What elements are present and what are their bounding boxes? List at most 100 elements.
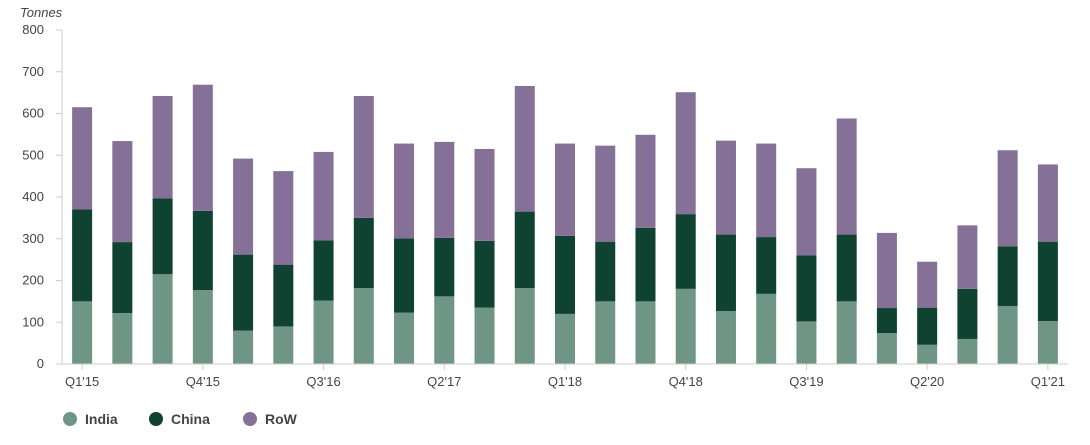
bar-segment-china bbox=[1037, 241, 1058, 321]
x-tick-label: Q2'17 bbox=[427, 374, 461, 389]
legend-swatch-china bbox=[149, 412, 163, 426]
y-tick-label: 300 bbox=[22, 231, 44, 246]
bar-segment-india bbox=[675, 288, 696, 364]
bar-segment-china bbox=[434, 237, 455, 297]
bar-segment-china bbox=[273, 264, 294, 327]
bar-segment-china bbox=[917, 307, 938, 345]
x-tick-label: Q1'21 bbox=[1031, 374, 1065, 389]
bar-segment-india bbox=[957, 338, 978, 364]
legend-label-india: India bbox=[85, 411, 118, 427]
bar-segment-india bbox=[313, 300, 334, 364]
bar-segment-india bbox=[474, 307, 495, 364]
bar-segment-row bbox=[836, 118, 857, 235]
bar-segment-china bbox=[152, 198, 173, 275]
bar-segment-row bbox=[595, 145, 616, 242]
x-tick-label: Q1'18 bbox=[548, 374, 582, 389]
bar-segment-china bbox=[72, 209, 93, 302]
bar-segment-china bbox=[233, 254, 254, 331]
bar-segment-india bbox=[514, 288, 535, 364]
bar-segment-row bbox=[997, 150, 1018, 247]
bar-segment-china bbox=[635, 227, 656, 302]
bar-segment-row bbox=[394, 143, 415, 239]
bar-segment-china bbox=[997, 246, 1018, 306]
bar-segment-india bbox=[997, 305, 1018, 364]
x-tick-label: Q4'18 bbox=[669, 374, 703, 389]
legend-swatch-row bbox=[243, 412, 257, 426]
bar-segment-china bbox=[394, 238, 415, 313]
bar-segment-india bbox=[233, 330, 254, 364]
bar-segment-china bbox=[836, 234, 857, 302]
bar-segment-china bbox=[474, 240, 495, 308]
bar-segment-india bbox=[152, 274, 173, 364]
bar-segment-india bbox=[635, 301, 656, 364]
bar-segment-india bbox=[595, 301, 616, 364]
y-tick-label: 400 bbox=[22, 189, 44, 204]
bar-segment-row bbox=[353, 95, 374, 218]
y-tick-label: 600 bbox=[22, 106, 44, 121]
y-tick-label: 100 bbox=[22, 314, 44, 329]
bar-segment-india bbox=[555, 313, 575, 364]
bar-segment-india bbox=[876, 333, 897, 364]
bar-segment-china bbox=[555, 235, 575, 314]
bar-segment-row bbox=[756, 143, 777, 238]
bar-segment-china bbox=[715, 234, 736, 311]
bar-segment-row bbox=[957, 225, 978, 289]
y-tick-label: 200 bbox=[22, 273, 44, 288]
bar-segment-row bbox=[233, 158, 254, 255]
legend: India China RoW bbox=[63, 411, 298, 427]
y-tick-label: 500 bbox=[22, 147, 44, 162]
x-tick-label: Q2'20 bbox=[910, 374, 944, 389]
bar-segment-india bbox=[273, 326, 294, 364]
bar-segment-row bbox=[1037, 164, 1058, 242]
bar-segment-india bbox=[192, 290, 213, 364]
y-tick-label: 800 bbox=[22, 22, 44, 37]
y-tick-label: 0 bbox=[37, 356, 44, 371]
bar-segment-china bbox=[595, 241, 616, 302]
bar-segment-row bbox=[796, 168, 817, 256]
bar-segment-row bbox=[192, 84, 213, 211]
bar-segment-china bbox=[514, 211, 535, 289]
bar-segment-row bbox=[474, 148, 495, 241]
bar-segment-row bbox=[152, 95, 173, 199]
y-axis: 0 100 200 300 400 500 600 700 800 bbox=[22, 22, 63, 371]
bar-segment-row bbox=[313, 151, 334, 241]
bar-segment-china bbox=[353, 217, 374, 289]
x-axis: Q1'15 Q4'15 Q3'16 Q2'17 Q1'18 Q4'18 Q3'19 Q2'20… bbox=[62, 363, 1068, 389]
bar-segment-india bbox=[112, 313, 133, 364]
bar-segment-india bbox=[1037, 320, 1058, 364]
x-tick-label: Q4'15 bbox=[186, 374, 220, 389]
bar-segment-india bbox=[394, 312, 415, 364]
y-axis-title: Tonnes bbox=[20, 5, 63, 20]
bar-segment-india bbox=[434, 296, 455, 364]
bar-segment-row bbox=[635, 134, 656, 228]
bar-segment-india bbox=[72, 301, 93, 364]
bar-segment-row bbox=[917, 261, 938, 308]
bars bbox=[72, 84, 1058, 364]
bar-segment-china bbox=[756, 237, 777, 294]
legend-label-china: China bbox=[171, 411, 210, 427]
bar-segment-india bbox=[917, 344, 938, 364]
legend-label-row: RoW bbox=[265, 411, 298, 427]
bar-segment-india bbox=[353, 288, 374, 364]
bar-segment-china bbox=[112, 242, 133, 314]
bar-segment-india bbox=[715, 310, 736, 364]
bar-segment-row bbox=[555, 143, 575, 236]
legend-swatch-india bbox=[63, 412, 77, 426]
bar-segment-china bbox=[796, 255, 817, 322]
x-tick-label: Q3'19 bbox=[789, 374, 823, 389]
bar-segment-china bbox=[876, 308, 897, 334]
bar-segment-row bbox=[876, 232, 897, 309]
bar-segment-india bbox=[836, 301, 857, 364]
bar-segment-row bbox=[112, 141, 133, 243]
x-tick-label: Q1'15 bbox=[65, 374, 99, 389]
bar-segment-china bbox=[957, 288, 978, 339]
bar-segment-row bbox=[715, 140, 736, 235]
bar-segment-row bbox=[675, 92, 696, 215]
bar-segment-china bbox=[675, 214, 696, 289]
bar-segment-india bbox=[796, 321, 817, 364]
bar-segment-row bbox=[514, 85, 535, 212]
bar-segment-row bbox=[72, 107, 93, 210]
bar-segment-china bbox=[192, 210, 213, 291]
